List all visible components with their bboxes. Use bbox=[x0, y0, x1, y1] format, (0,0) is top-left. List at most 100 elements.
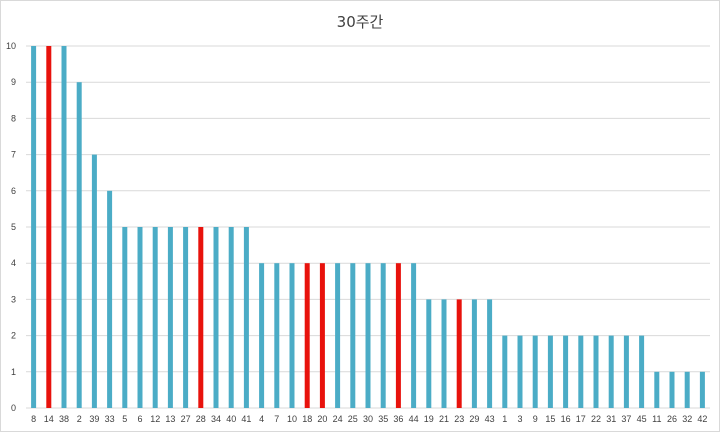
x-tick-label: 12 bbox=[150, 414, 160, 424]
bar-20 bbox=[319, 263, 325, 408]
x-tick-label: 43 bbox=[485, 414, 495, 424]
x-tick-label: 34 bbox=[211, 414, 221, 424]
bar-6 bbox=[137, 227, 143, 408]
bar-28 bbox=[198, 227, 204, 408]
bar-33 bbox=[107, 190, 113, 408]
bar-13 bbox=[167, 227, 173, 408]
bar-25 bbox=[350, 263, 356, 408]
y-axis-ticks: 0 1 2 3 4 5 6 7 8 9 10 bbox=[6, 41, 16, 413]
bar-27 bbox=[183, 227, 189, 408]
bars bbox=[31, 46, 705, 408]
x-axis-ticks: 8 14 38 2 39 33 5 6 12 13 27 28 34 40 41 4 7 10 18 20 24 25 30… bbox=[31, 414, 707, 424]
x-tick-label: 18 bbox=[302, 414, 312, 424]
x-tick-label: 16 bbox=[561, 414, 571, 424]
bar-9 bbox=[532, 335, 538, 408]
y-tick-label: 7 bbox=[11, 150, 16, 160]
x-tick-label: 1 bbox=[502, 414, 507, 424]
x-tick-label: 19 bbox=[424, 414, 434, 424]
bar-22 bbox=[593, 335, 599, 408]
x-tick-label: 24 bbox=[333, 414, 343, 424]
y-tick-label: 5 bbox=[11, 222, 16, 232]
bar-8 bbox=[31, 46, 37, 408]
bar-41 bbox=[243, 227, 249, 408]
x-tick-label: 31 bbox=[606, 414, 616, 424]
x-tick-label: 36 bbox=[393, 414, 403, 424]
x-tick-label: 42 bbox=[697, 414, 707, 424]
y-tick-label: 10 bbox=[6, 41, 16, 51]
x-tick-label: 14 bbox=[44, 414, 54, 424]
bar-45 bbox=[639, 335, 645, 408]
x-tick-label: 13 bbox=[165, 414, 175, 424]
x-tick-label: 10 bbox=[287, 414, 297, 424]
x-tick-label: 41 bbox=[241, 414, 251, 424]
bar-18 bbox=[304, 263, 310, 408]
x-tick-label: 11 bbox=[652, 414, 661, 424]
x-tick-label: 22 bbox=[591, 414, 601, 424]
x-tick-label: 17 bbox=[576, 414, 586, 424]
bar-31 bbox=[608, 335, 614, 408]
bar-17 bbox=[578, 335, 584, 408]
bar-29 bbox=[471, 299, 477, 408]
bar-7 bbox=[274, 263, 280, 408]
x-tick-label: 15 bbox=[545, 414, 555, 424]
x-tick-label: 39 bbox=[89, 414, 99, 424]
x-tick-label: 7 bbox=[274, 414, 279, 424]
chart-title: 30주간 bbox=[337, 13, 384, 31]
bar-1 bbox=[502, 335, 508, 408]
bar-14 bbox=[46, 46, 52, 408]
bar-4 bbox=[259, 263, 265, 408]
bar-16 bbox=[563, 335, 569, 408]
y-tick-label: 2 bbox=[11, 331, 16, 341]
y-tick-label: 6 bbox=[11, 186, 16, 196]
x-tick-label: 33 bbox=[105, 414, 115, 424]
x-tick-label: 21 bbox=[439, 414, 449, 424]
x-tick-label: 9 bbox=[533, 414, 538, 424]
x-tick-label: 45 bbox=[637, 414, 647, 424]
bar-24 bbox=[335, 263, 341, 408]
x-tick-label: 8 bbox=[31, 414, 36, 424]
x-tick-label: 2 bbox=[77, 414, 82, 424]
bar-40 bbox=[228, 227, 234, 408]
x-tick-label: 5 bbox=[122, 414, 127, 424]
bar-15 bbox=[547, 335, 553, 408]
bar-19 bbox=[426, 299, 432, 408]
x-tick-label: 4 bbox=[259, 414, 264, 424]
y-tick-label: 4 bbox=[11, 258, 16, 268]
x-tick-label: 26 bbox=[667, 414, 677, 424]
bar-38 bbox=[61, 46, 67, 408]
x-tick-label: 6 bbox=[137, 414, 142, 424]
x-tick-label: 40 bbox=[226, 414, 236, 424]
x-tick-label: 29 bbox=[469, 414, 479, 424]
bar-32 bbox=[684, 371, 690, 408]
bar-5 bbox=[122, 227, 128, 408]
x-tick-label: 28 bbox=[196, 414, 206, 424]
bar-26 bbox=[669, 371, 675, 408]
x-tick-label: 27 bbox=[181, 414, 191, 424]
bar-23 bbox=[456, 299, 462, 408]
bar-42 bbox=[699, 371, 705, 408]
bar-39 bbox=[91, 154, 97, 408]
x-tick-label: 44 bbox=[409, 414, 419, 424]
bar-30 bbox=[365, 263, 371, 408]
bar-2 bbox=[76, 82, 82, 408]
x-tick-label: 37 bbox=[621, 414, 631, 424]
x-tick-label: 20 bbox=[317, 414, 327, 424]
bar-44 bbox=[411, 263, 417, 408]
bar-11 bbox=[654, 371, 660, 408]
x-tick-label: 32 bbox=[682, 414, 692, 424]
bar-37 bbox=[623, 335, 629, 408]
x-tick-label: 38 bbox=[59, 414, 69, 424]
bar-36 bbox=[395, 263, 401, 408]
y-tick-label: 0 bbox=[11, 403, 16, 413]
bar-43 bbox=[487, 299, 493, 408]
y-tick-label: 8 bbox=[11, 113, 16, 123]
x-tick-label: 30 bbox=[363, 414, 373, 424]
y-tick-label: 1 bbox=[11, 367, 16, 377]
x-tick-label: 3 bbox=[517, 414, 522, 424]
bar-34 bbox=[213, 227, 219, 408]
bar-35 bbox=[380, 263, 386, 408]
y-tick-label: 9 bbox=[11, 77, 16, 87]
bar-10 bbox=[289, 263, 295, 408]
